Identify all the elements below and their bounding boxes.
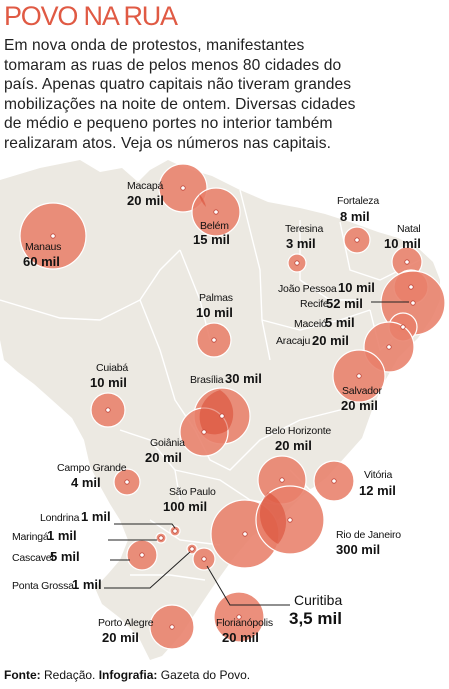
leader-londrina — [114, 523, 176, 529]
infographic-value: Gazeta do Povo. — [160, 668, 251, 682]
city-count-maceio: 5 mil — [325, 315, 355, 330]
city-name-brasilia: Brasília — [190, 374, 224, 386]
credits: Fonte: Redação. Infografia: Gazeta do Po… — [4, 668, 250, 682]
city-count-sao-paulo: 100 mil — [163, 499, 207, 514]
intro-line: Em nova onda de protestos, manifestantes — [4, 37, 305, 54]
city-count-maringa: 1 mil — [47, 528, 77, 543]
leader-ponta-grossa — [104, 551, 191, 589]
city-count-joao-pessoa: 10 mil — [338, 280, 375, 295]
city-name-belem: Belém — [200, 220, 229, 232]
city-count-palmas: 10 mil — [196, 305, 233, 320]
city-name-recife: Recife — [300, 298, 329, 310]
city-name-vitoria: Vitória — [364, 469, 393, 481]
city-name-fortaleza: Fortaleza — [337, 195, 379, 207]
map-title: POVO NA RUA — [4, 1, 178, 31]
city-count-belo-horizonte: 20 mil — [275, 438, 312, 453]
city-count-goiania: 20 mil — [145, 450, 182, 465]
city-name-natal: Natal — [397, 223, 421, 235]
labels: Macapá 20 mil Belém 15 mil Manaus 60 mil… — [12, 180, 421, 645]
city-name-londrina: Londrina — [40, 512, 80, 524]
city-name-ponta-grossa: Ponta Grossa — [12, 580, 74, 592]
city-count-brasilia: 30 mil — [225, 371, 262, 386]
city-name-campo-grande: Campo Grande — [57, 462, 127, 474]
leader-lines — [104, 301, 409, 606]
city-count-cuiaba: 10 mil — [90, 375, 127, 390]
city-name-florianopolis: Florianópolis — [216, 617, 273, 629]
city-count-londrina: 1 mil — [81, 509, 111, 524]
city-name-cascavel: Cascavel — [12, 552, 54, 564]
city-name-sao-paulo: São Paulo — [169, 486, 216, 498]
city-count-ponta-grossa: 1 mil — [72, 577, 102, 592]
city-name-belo-horizonte: Belo Horizonte — [265, 425, 331, 437]
city-count-vitoria: 12 mil — [359, 483, 396, 498]
city-count-campo-grande: 4 mil — [71, 475, 101, 490]
source-value: Redação. — [44, 668, 96, 682]
infographic-label: Infografia: — [98, 668, 158, 682]
intro-line: mobilizações na noite de ontem. Diversas… — [4, 95, 356, 113]
city-name-manaus: Manaus — [25, 241, 61, 253]
city-name-maceio: Maceió — [294, 318, 327, 330]
city-name-aracaju: Aracaju — [276, 335, 311, 347]
city-count-recife: 52 mil — [326, 296, 363, 311]
source-label: Fonte: — [4, 668, 41, 682]
city-name-salvador: Salvador — [342, 385, 383, 397]
city-count-salvador: 20 mil — [341, 398, 378, 413]
city-count-teresina: 3 mil — [286, 236, 316, 251]
city-dots — [50, 185, 416, 630]
city-name-cuiaba: Cuiabá — [96, 362, 128, 374]
leader-curitiba — [206, 565, 290, 606]
intro-line: realizaram atos. Veja os números nas cap… — [4, 134, 332, 152]
city-name-maringa: Maringá — [12, 531, 49, 543]
city-name-porto-alegre: Porto Alegre — [98, 617, 154, 629]
brazil-map: Macapá 20 mil Belém 15 mil Manaus 60 mil… — [0, 160, 446, 660]
city-name-goiania: Goiânia — [150, 437, 185, 449]
city-count-florianopolis: 20 mil — [222, 630, 259, 645]
city-count-curitiba: 3,5 mil — [289, 609, 342, 628]
city-name-rio-de-janeiro: Rio de Janeiro — [336, 529, 401, 541]
overlap-areas — [199, 194, 287, 544]
city-name-macapa: Macapá — [127, 180, 164, 192]
intro-line: país. Apenas quatro capitais não tiveram… — [4, 76, 352, 93]
city-count-manaus: 60 mil — [23, 254, 60, 269]
intro-text: Em nova onda de protestos, manifestantes… — [4, 36, 444, 153]
city-count-porto-alegre: 20 mil — [102, 630, 139, 645]
city-count-fortaleza: 8 mil — [340, 209, 370, 224]
city-name-teresina: Teresina — [285, 223, 323, 235]
city-name-joao-pessoa: João Pessoa — [278, 283, 337, 295]
city-count-macapa: 20 mil — [127, 193, 164, 208]
city-name-palmas: Palmas — [199, 292, 233, 304]
intro-line: de médio e pequeno portes no interior ta… — [4, 115, 333, 132]
city-count-rio-de-janeiro: 300 mil — [336, 542, 380, 557]
city-count-natal: 10 mil — [384, 236, 421, 251]
city-count-aracaju: 20 mil — [312, 333, 349, 348]
intro-line: tomaram as ruas de pelos menos 80 cidade… — [4, 56, 342, 74]
city-count-cascavel: 5 mil — [50, 549, 80, 564]
city-count-belem: 15 mil — [193, 232, 230, 247]
city-name-curitiba: Curitiba — [294, 592, 342, 608]
